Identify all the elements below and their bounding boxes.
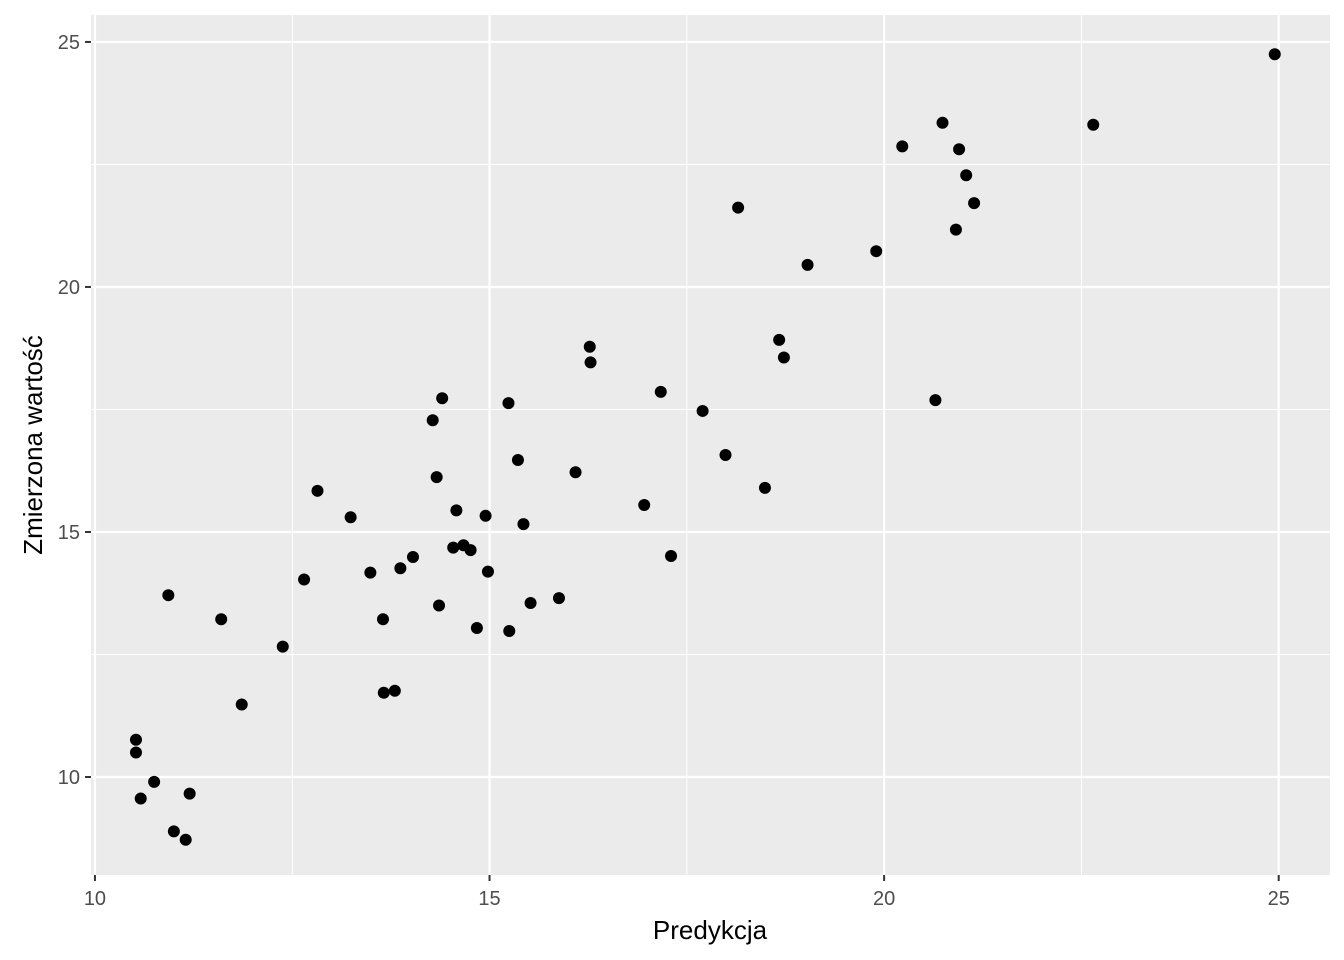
data-point: [960, 169, 973, 182]
minor-grid: [91, 15, 1330, 875]
data-point: [167, 825, 180, 838]
data-point: [376, 613, 389, 626]
data-point: [447, 541, 460, 554]
data-point: [311, 484, 324, 497]
data-point: [896, 140, 909, 153]
data-points: [129, 48, 1281, 846]
data-point: [430, 471, 443, 484]
data-point: [450, 504, 463, 517]
data-point: [524, 597, 537, 610]
data-point: [777, 351, 790, 364]
data-point: [552, 592, 565, 605]
data-point: [502, 397, 515, 410]
data-point: [179, 833, 192, 846]
data-point: [870, 245, 883, 258]
data-point: [517, 518, 530, 531]
x-tick-label: 20: [873, 888, 895, 910]
data-point: [298, 573, 311, 586]
data-point: [276, 640, 289, 653]
x-tick-label: 15: [478, 888, 500, 910]
data-point: [584, 356, 597, 369]
x-tick-label: 25: [1268, 888, 1290, 910]
data-point: [481, 565, 494, 578]
data-point: [696, 404, 709, 417]
data-point: [183, 787, 196, 800]
data-point: [732, 201, 745, 214]
data-point: [968, 197, 981, 210]
y-tick-label: 15: [58, 522, 80, 544]
data-point: [1087, 118, 1100, 131]
data-point: [503, 624, 516, 637]
data-point: [215, 613, 228, 626]
y-axis: 10 15 20 25: [58, 32, 91, 789]
y-tick-label: 25: [58, 32, 80, 54]
data-point: [344, 511, 357, 524]
data-point: [953, 143, 966, 156]
data-point: [235, 698, 248, 711]
data-point: [479, 509, 492, 522]
major-grid: [91, 15, 1330, 875]
y-axis-title: Zmierzona wartość: [18, 335, 48, 555]
data-point: [134, 792, 147, 805]
data-point: [148, 775, 161, 788]
data-point: [470, 622, 483, 635]
data-point: [377, 686, 390, 699]
data-point: [464, 544, 477, 557]
data-point: [929, 394, 942, 407]
data-point: [638, 499, 651, 512]
data-point: [433, 599, 446, 612]
data-point: [583, 340, 596, 353]
data-point: [129, 733, 142, 746]
data-point: [436, 392, 449, 405]
data-point: [801, 258, 814, 271]
data-point: [665, 549, 678, 562]
data-point: [511, 453, 524, 466]
data-point: [949, 223, 962, 236]
data-point: [388, 684, 401, 697]
data-point: [654, 385, 667, 398]
x-axis-title: Predykcja: [653, 915, 768, 945]
x-axis: 10 15 20 25: [84, 875, 1290, 910]
data-point: [773, 333, 786, 346]
data-point: [758, 481, 771, 494]
x-tick-label: 10: [84, 888, 106, 910]
data-point: [719, 449, 732, 462]
y-tick-label: 10: [58, 767, 80, 789]
plot-panel: [91, 15, 1330, 875]
data-point: [406, 550, 419, 563]
data-point: [162, 589, 175, 602]
data-point: [569, 466, 582, 479]
data-point: [426, 414, 439, 427]
data-point: [129, 746, 142, 759]
data-point: [394, 562, 407, 575]
data-point: [1268, 48, 1281, 61]
data-point: [936, 116, 949, 129]
data-point: [364, 566, 377, 579]
y-tick-label: 20: [58, 277, 80, 299]
